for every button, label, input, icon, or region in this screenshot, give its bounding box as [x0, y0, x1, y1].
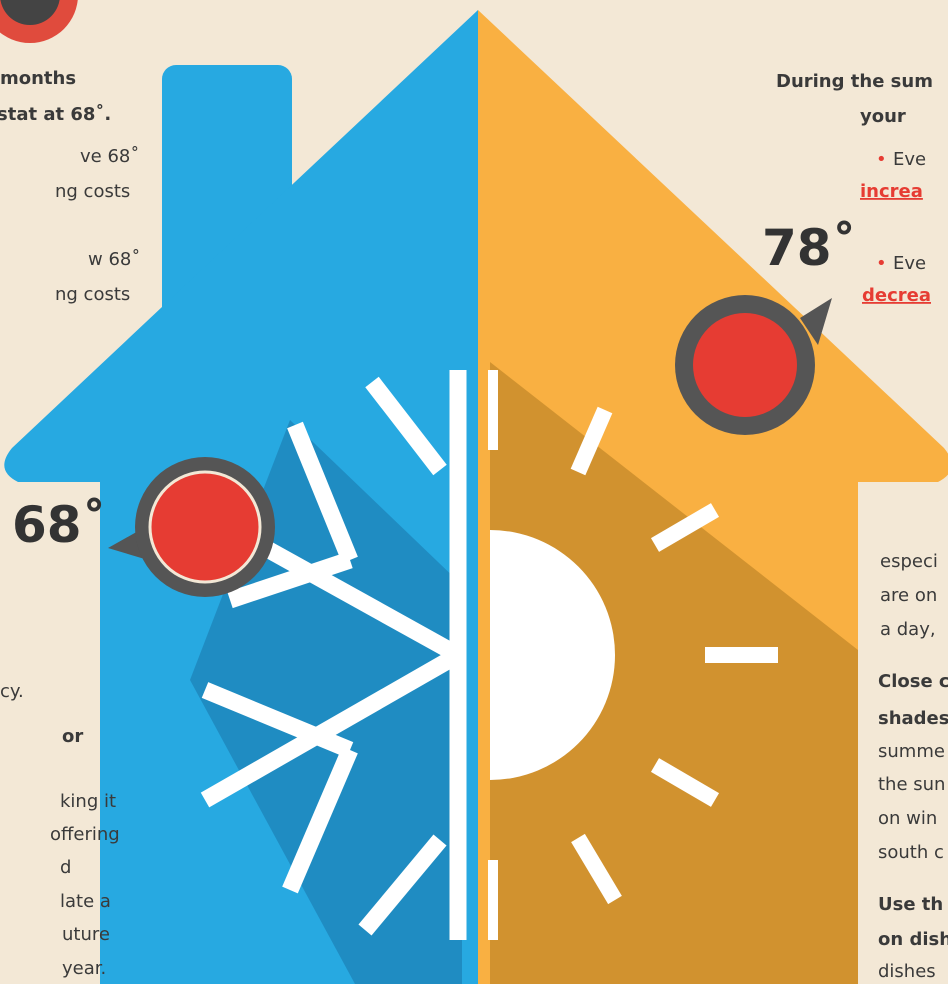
snowflake — [200, 370, 467, 940]
temperature-label: 78˚ — [762, 219, 857, 277]
bullet-marker: • — [876, 253, 887, 274]
highlight-link: decrea — [862, 285, 931, 306]
thermostat-summer — [675, 295, 832, 435]
thermostat-winter — [108, 457, 275, 597]
tip-text: south c — [878, 842, 944, 863]
heading: stat at 68˚. — [0, 103, 111, 125]
tip-heading: Use th — [878, 894, 943, 915]
body-text: especi — [880, 551, 938, 572]
tip-heading: or — [62, 726, 83, 747]
tip-text: offering — [50, 824, 120, 845]
tip-text: dishes — [878, 961, 936, 982]
tip-heading: Close c — [878, 671, 948, 692]
tip-text: summe — [878, 741, 945, 762]
bullet-text: w 68˚ — [88, 249, 140, 270]
badge-center — [0, 0, 60, 25]
heading: During the sum — [776, 71, 933, 92]
sun — [490, 530, 615, 780]
bullet-text: ng costs — [55, 181, 130, 202]
tip-text: king it — [60, 791, 116, 812]
bullet-text: ve 68˚ — [80, 146, 139, 167]
temperature-label: 68˚ — [12, 496, 107, 554]
bullet-text: Eve — [893, 149, 926, 170]
tip-text: the sun — [878, 774, 945, 795]
bullet-text: Eve — [893, 253, 926, 274]
highlight-link: increa — [860, 181, 923, 202]
tip-text: year. — [62, 958, 106, 979]
left-text: months stat at 68˚. ve 68˚ ng costs w 68… — [0, 68, 140, 979]
tip-heading: on dish — [878, 929, 948, 950]
divider-bottom — [488, 860, 498, 940]
bullet-marker: • — [876, 149, 887, 170]
divider-top — [488, 370, 498, 450]
tip-text: d — [60, 857, 71, 878]
body-text: cy. — [0, 681, 24, 702]
heading: your — [860, 106, 906, 127]
body-text: are on — [880, 585, 937, 606]
heading: months — [0, 68, 76, 89]
sun-rays — [570, 406, 778, 905]
tip-text: late a — [60, 891, 111, 912]
bullet-text: ng costs — [55, 284, 130, 305]
tip-heading: shades — [878, 708, 948, 729]
sun-shadow — [490, 362, 858, 984]
body-text: a day, — [880, 619, 936, 640]
right-text: During the sum your • Eve increa • Eve d… — [776, 71, 948, 982]
tip-text: on win — [878, 808, 937, 829]
tip-text: uture — [62, 924, 110, 945]
